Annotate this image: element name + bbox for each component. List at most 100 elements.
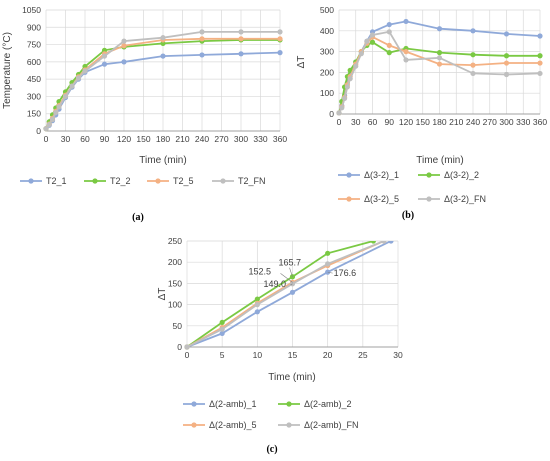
data-point — [344, 84, 350, 90]
x-tick-label: 20 — [323, 350, 333, 360]
y-axis-label: ΔT — [296, 56, 307, 69]
series-line-Δ(2-amb)_2 — [186, 241, 374, 348]
legend-label: Δ(2-amb)_5 — [209, 420, 257, 430]
annotation-leader — [289, 267, 293, 277]
data-point — [403, 18, 409, 25]
x-tick-label: 240 — [195, 134, 209, 144]
x-tick-label: 0 — [185, 350, 190, 360]
x-tick-label: 330 — [253, 134, 267, 144]
x-tick-label: 330 — [516, 117, 530, 127]
data-point — [339, 105, 345, 111]
x-tick-label: 5 — [220, 350, 225, 360]
data-point — [403, 57, 409, 63]
x-tick-label: 210 — [175, 134, 189, 144]
data-point — [470, 52, 476, 58]
data-point — [537, 60, 543, 66]
data-point — [121, 43, 127, 49]
x-tick-label: 60 — [368, 117, 378, 127]
data-point — [101, 53, 108, 59]
data-point — [503, 31, 510, 37]
legend-item: T2_5 — [147, 176, 194, 186]
data-point — [56, 104, 62, 110]
data-point — [219, 319, 225, 326]
y-tick-label: 250 — [168, 236, 182, 246]
data-point — [254, 302, 260, 308]
y-tick-label: 400 — [320, 26, 334, 36]
x-tick-label: 120 — [117, 134, 131, 144]
legend-swatch-marker — [426, 196, 432, 202]
x-axis-label: Time (min) — [139, 155, 186, 166]
series-line-Δ(2-amb)_FN — [186, 241, 385, 348]
legend-label: Δ(3-2)_5 — [364, 194, 399, 204]
data-point — [369, 39, 376, 45]
data-point — [386, 29, 392, 35]
x-tick-label: 210 — [449, 117, 463, 127]
legend-swatch-marker — [286, 401, 292, 407]
data-point — [325, 250, 331, 256]
y-tick-label: 900 — [27, 22, 41, 32]
data-point — [403, 49, 409, 55]
y-tick-label: 600 — [27, 57, 41, 67]
x-tick-label: 90 — [385, 117, 395, 127]
data-point — [470, 70, 476, 77]
data-point — [219, 330, 225, 337]
x-tick-label: 30 — [393, 350, 403, 360]
data-point — [160, 35, 166, 41]
data-point — [347, 76, 353, 82]
data-point — [121, 59, 127, 65]
y-tick-label: 750 — [27, 40, 41, 50]
data-point — [43, 126, 49, 132]
data-point — [199, 29, 205, 35]
data-point — [364, 38, 370, 44]
data-point — [121, 38, 127, 44]
data-point — [336, 110, 342, 116]
y-tick-label: 100 — [320, 88, 334, 98]
data-point — [82, 68, 88, 74]
y-axis-label: ΔT — [157, 288, 168, 301]
x-tick-label: 300 — [499, 117, 513, 127]
y-tick-label: 0 — [177, 342, 182, 352]
data-point — [277, 29, 283, 35]
series-line-Δ(2-amb)_1 — [186, 241, 392, 348]
x-tick-label: 10 — [253, 350, 263, 360]
x-tick-label: 30 — [61, 134, 71, 144]
data-point — [381, 241, 387, 244]
series-group — [336, 18, 543, 116]
annotation-leader — [280, 273, 293, 283]
legend: Δ(3-2)_1 Δ(3-2)_2 Δ(3-2)_5 Δ(3-2)_FN — [338, 170, 486, 204]
x-tick-label: 270 — [483, 117, 497, 127]
annotation-leader — [290, 283, 293, 286]
x-tick-label: 15 — [288, 350, 298, 360]
data-point — [388, 241, 394, 244]
legend-label: Δ(3-2)_2 — [444, 170, 479, 180]
data-point — [62, 93, 69, 100]
data-point — [386, 42, 392, 48]
chart-b: 0 100 200 300 400 500 0 30 60 90 120 150 180 210 240 27… — [296, 5, 547, 221]
y-tick-label: 1050 — [22, 5, 41, 15]
data-point — [503, 60, 510, 66]
legend-swatch-marker — [346, 196, 352, 202]
y-tick-label: 450 — [27, 74, 41, 84]
data-label: 165.7 — [279, 258, 302, 268]
chart-a: 0 150 300 450 600 750 900 1050 0 30 60 90 120 150 180 2… — [2, 5, 287, 223]
x-tick-label: 150 — [136, 134, 150, 144]
panel-label: (c) — [266, 444, 277, 455]
data-point — [386, 21, 392, 28]
x-tick-label: 60 — [80, 134, 90, 144]
data-label: 176.6 — [334, 268, 357, 278]
data-point — [46, 122, 52, 128]
data-point — [470, 28, 476, 34]
chart-c: 0 50 100 150 200 250 0 5 10 15 20 25 30 Time (min) ΔT 1… — [157, 236, 403, 455]
legend-item: T2_1 — [20, 176, 67, 186]
data-point — [53, 109, 59, 116]
y-tick-label: 300 — [27, 91, 41, 101]
data-point — [537, 53, 543, 59]
legend-item: Δ(2-amb)_1 — [183, 399, 257, 409]
data-point — [436, 26, 443, 32]
x-tick-label: 120 — [399, 117, 413, 127]
legend-swatch-marker — [28, 178, 34, 184]
legend-item: T2_2 — [84, 176, 131, 186]
legend-swatch-marker — [286, 422, 292, 428]
legend-item: Δ(2-amb)_5 — [183, 420, 257, 430]
